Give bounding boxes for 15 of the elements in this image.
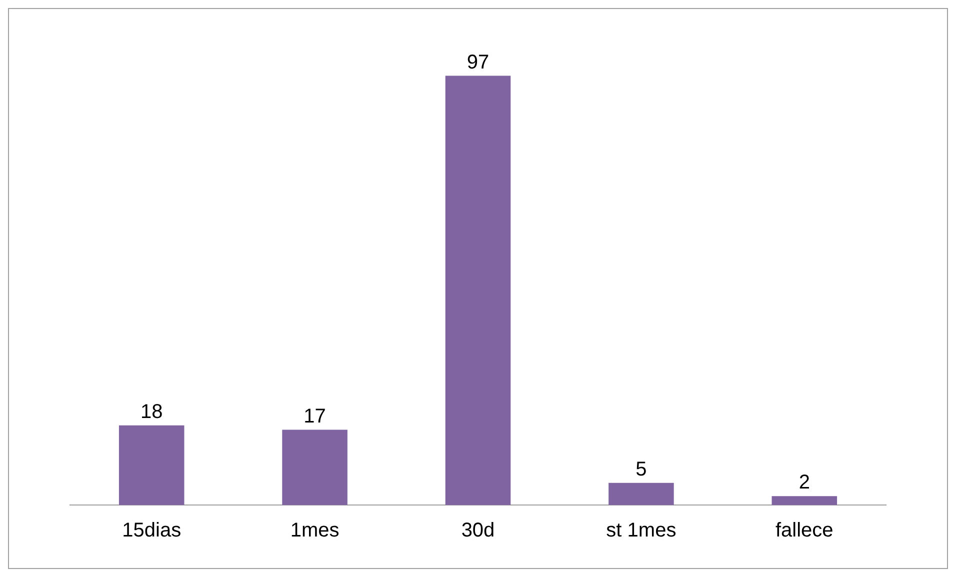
bar	[608, 482, 674, 505]
x-tick-label: st 1mes	[606, 520, 676, 542]
data-label: 5	[636, 458, 647, 480]
x-tick-label: 1mes	[290, 520, 340, 542]
data-label: 18	[140, 400, 163, 423]
bar	[772, 496, 838, 505]
x-tick-label: 30d	[461, 520, 495, 542]
data-label: 17	[304, 405, 326, 428]
x-tick-label: fallece	[775, 520, 834, 542]
bar	[445, 76, 511, 505]
x-tick-label: 15dias	[122, 520, 182, 542]
data-label: 97	[466, 51, 490, 74]
data-label: 2	[798, 472, 810, 494]
bar	[282, 430, 348, 505]
bar	[118, 425, 184, 505]
